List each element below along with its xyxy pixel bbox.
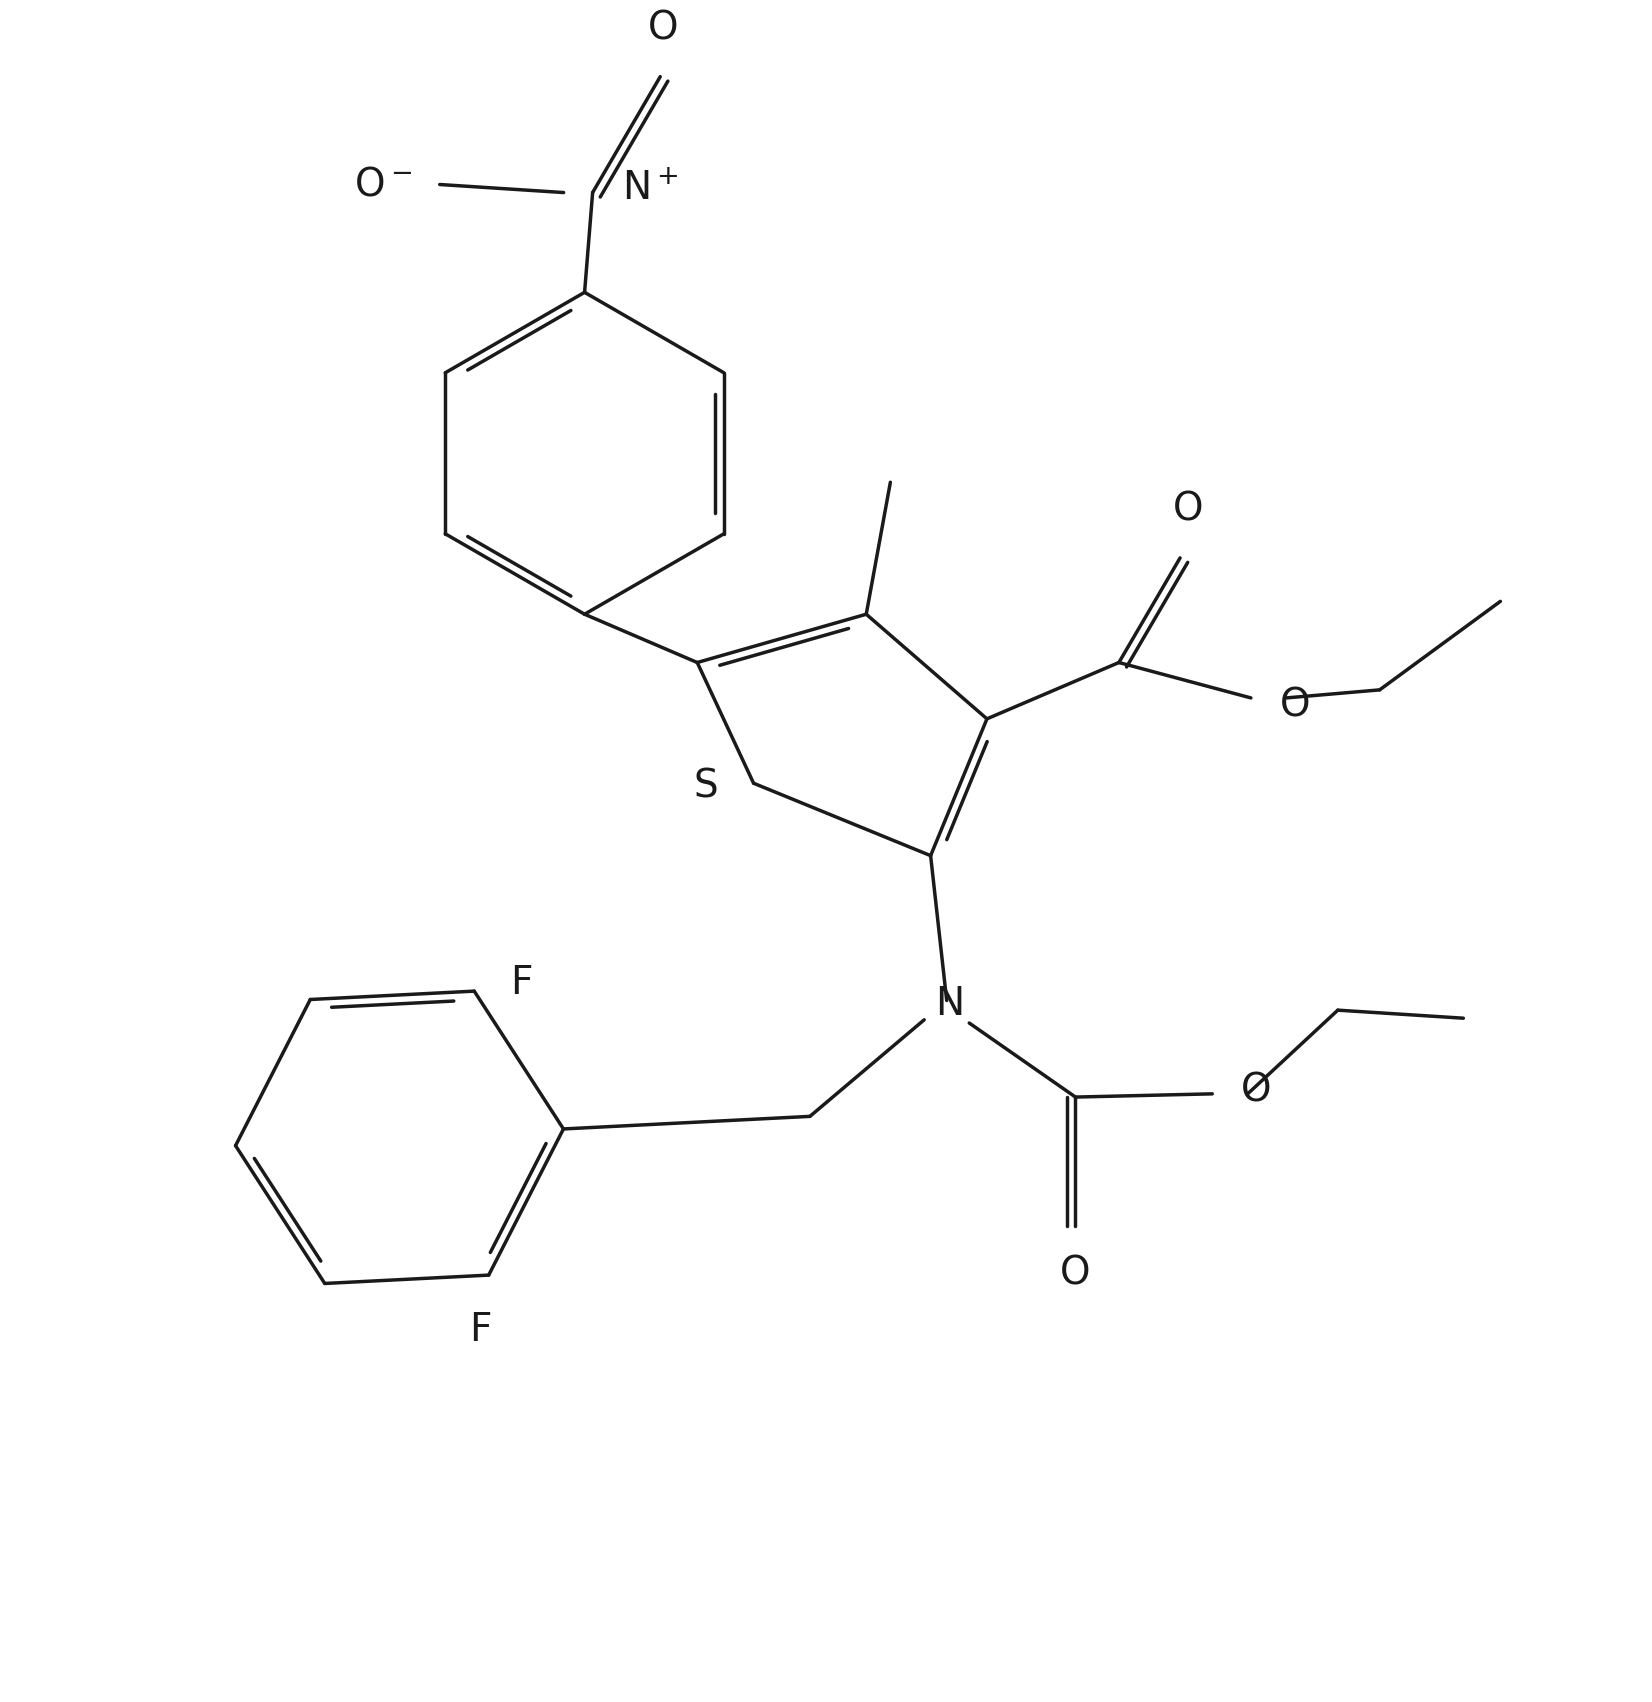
Text: N$^+$: N$^+$ [621,170,679,208]
Text: O: O [1173,490,1203,529]
Text: O: O [1280,688,1310,725]
Text: S: S [694,768,719,805]
Text: O: O [648,10,679,48]
Text: F: F [509,963,532,1002]
Text: O: O [1241,1072,1272,1110]
Text: N: N [935,985,965,1023]
Text: F: F [469,1311,492,1348]
Text: O: O [1061,1254,1090,1294]
Text: O$^-$: O$^-$ [354,165,413,204]
